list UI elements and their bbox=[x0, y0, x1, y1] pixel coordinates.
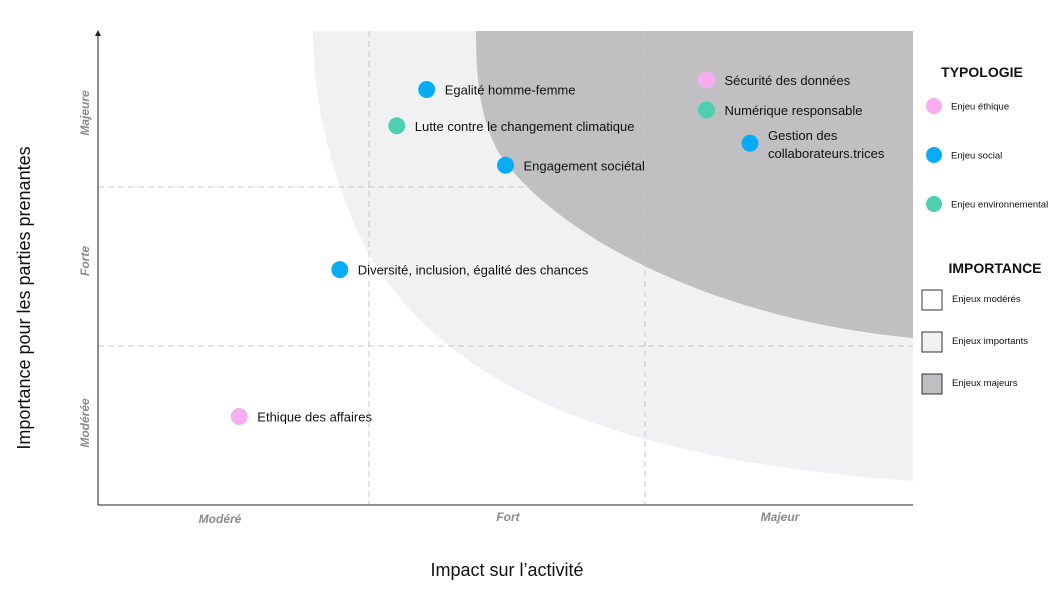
data-point-7[interactable] bbox=[230, 408, 248, 425]
data-point-6[interactable] bbox=[331, 261, 349, 279]
data-label-0: Egalité homme-femme bbox=[445, 83, 576, 98]
y-tick-label-2: Majeure bbox=[78, 90, 92, 136]
legend-importance-items: Enjeux modérés Enjeux importants Enjeux ma… bbox=[921, 289, 1028, 395]
x-tick-label-1: Fort bbox=[496, 510, 520, 524]
data-label-1: Lutte contre le changement climatique bbox=[415, 119, 635, 134]
points-layer: Egalité homme-femme Lutte contre le chang… bbox=[230, 71, 885, 425]
zone-major bbox=[476, 31, 913, 338]
legend-typologie-title: TYPOLOGIE bbox=[941, 64, 1023, 80]
legend-typologie-items: Enjeu éthique Enjeu social Enjeu environne… bbox=[926, 98, 1048, 212]
data-point-1[interactable] bbox=[388, 117, 406, 135]
data-label-5-line-1: collaborateurs.trices bbox=[768, 146, 885, 161]
legend-typologie-marker-social bbox=[926, 147, 942, 163]
data-point-3[interactable] bbox=[698, 71, 715, 89]
data-point-4[interactable] bbox=[698, 101, 715, 119]
data-label-6: Diversité, inclusion, égalité des chance… bbox=[358, 263, 589, 278]
y-axis-arrow bbox=[95, 30, 101, 36]
data-label-2: Engagement sociétal bbox=[524, 158, 646, 173]
legend-importance-swatch-1 bbox=[921, 331, 943, 353]
data-point-5[interactable] bbox=[741, 134, 759, 152]
x-axis-title: Impact sur l’activité bbox=[430, 560, 583, 580]
x-tick-label-0: Modéré bbox=[199, 512, 242, 526]
y-tick-label-1: Forte bbox=[78, 246, 92, 276]
data-label-5-line-0: Gestion des bbox=[768, 128, 838, 143]
x-tick-label-2: Majeur bbox=[761, 510, 801, 524]
legend-importance-swatch-2 bbox=[921, 373, 943, 395]
legend-typologie-marker-environnemental bbox=[926, 196, 942, 212]
data-label-4: Numérique responsable bbox=[725, 103, 863, 118]
legend-importance-swatch-0 bbox=[921, 289, 943, 311]
data-label-3: Sécurité des données bbox=[725, 73, 851, 88]
legend-typologie-marker-ethique bbox=[926, 98, 942, 114]
legend-typologie-label-social: Enjeu social bbox=[951, 151, 1002, 162]
data-point-0[interactable] bbox=[418, 81, 436, 98]
legend-importance-label-1: Enjeux importants bbox=[952, 336, 1028, 347]
legend-typologie-label-ethique: Enjeu éthique bbox=[951, 102, 1009, 113]
legend-importance-title: IMPORTANCE bbox=[948, 260, 1041, 276]
legend-importance-label-2: Enjeux majeurs bbox=[952, 378, 1018, 389]
legend-importance-label-0: Enjeux modérés bbox=[952, 294, 1021, 305]
data-label-7: Ethique des affaires bbox=[257, 410, 372, 425]
y-tick-label-0: Modérée bbox=[78, 398, 92, 448]
data-label-5: Gestion des collaborateurs.trices bbox=[768, 128, 885, 161]
data-point-2[interactable] bbox=[497, 156, 514, 174]
y-axis-title: Importance pour les parties prenantes bbox=[14, 146, 34, 449]
legend-typologie-label-environnemental: Enjeu environnemental bbox=[951, 200, 1048, 211]
